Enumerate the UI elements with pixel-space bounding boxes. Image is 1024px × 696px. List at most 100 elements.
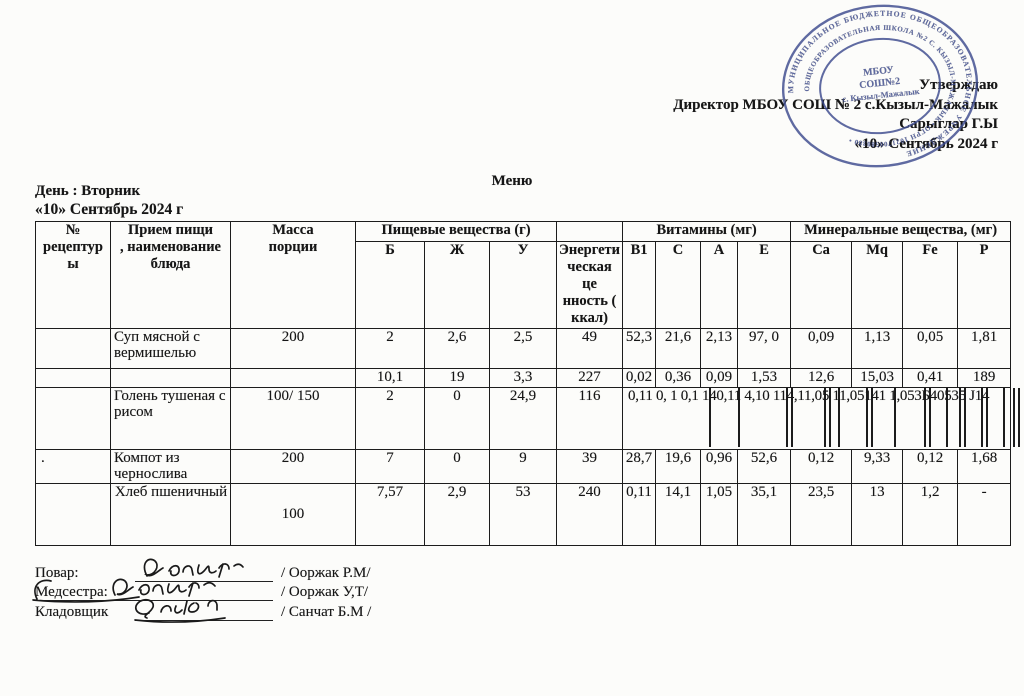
table-cell: 0,41	[902, 367, 959, 388]
scan-artifact-line	[871, 387, 873, 447]
table-cell: 189	[957, 367, 1012, 388]
table-cell	[35, 483, 111, 547]
table-cell: 2,13	[700, 327, 739, 369]
table-cell: 0,09	[700, 367, 739, 388]
table-cell: 14,1	[655, 483, 702, 547]
table-cell: 53	[488, 483, 558, 547]
scan-artifact-line	[738, 387, 740, 447]
table-cell: 240	[556, 483, 624, 547]
col-header-ca: Са	[790, 241, 853, 329]
table-cell: 0	[424, 448, 490, 485]
table-cell: Компот из чернослива	[110, 448, 231, 485]
col-header-mass: Масса порции	[230, 221, 356, 329]
scan-artifact-line	[924, 387, 926, 447]
group-header-nutrients: Пищевые вещества (г)	[354, 221, 558, 242]
table-cell: 0,12	[790, 448, 853, 485]
approval-line: Директор МБОУ СОШ № 2 с.Кызыл-Мажалык	[673, 96, 998, 113]
col-header-p: Р	[957, 241, 1012, 329]
table-cell: 1,53	[737, 367, 792, 388]
menu-title: Меню	[491, 173, 533, 189]
table-row: . Компот из чернослива 200 7 0 9 39 28,7 19,6 0,9…	[35, 448, 1012, 485]
signature-block: Повар: / Ооржак Р.М/ Медсестра: / Ооржак…	[32, 558, 371, 623]
scan-artifact-line	[964, 387, 966, 447]
table-cell: 2,5	[488, 327, 558, 369]
table-cell: 19	[424, 367, 490, 388]
table-cell: 10,1	[355, 367, 425, 388]
signature-name: / Ооржак Р.М/	[281, 564, 371, 581]
signature-line	[135, 558, 273, 582]
table-cell: 1,2	[902, 483, 959, 547]
table-cell: 9,33	[851, 448, 904, 485]
table-row: Голень тушеная с рисом 100/ 150 2 0 24,9 116 0…	[35, 386, 1020, 450]
scan-artifact-line	[981, 387, 983, 447]
scan-artifact-line	[946, 387, 948, 447]
table-cell: 227	[556, 367, 624, 388]
scan-artifact-line	[866, 387, 868, 447]
scan-artifact-line	[838, 387, 840, 447]
scan-artifact-line	[1013, 387, 1015, 447]
scan-artifact-line	[829, 387, 831, 447]
col-header-e: Е	[737, 241, 792, 329]
table-cell: 49	[556, 327, 624, 369]
scan-artifact-line	[786, 387, 788, 447]
table-cell: 12,6	[790, 367, 853, 388]
table-cell: 0	[424, 386, 490, 450]
scan-artifact-line	[1018, 387, 1020, 447]
approval-line: Сарыглар Г.Ы	[899, 116, 998, 132]
table-cell: 52,6	[737, 448, 792, 485]
menu-table: № рецептур ы Прием пищи , наименование б…	[35, 221, 1020, 547]
table-cell: 15,03	[851, 367, 904, 388]
col-header-fat: Ж	[424, 241, 490, 329]
table-header-group-row: № рецептур ы Прием пищи , наименование б…	[35, 221, 1012, 329]
approval-block: Утверждаю Директор МБОУ СОШ № 2 с.Кызыл-…	[673, 76, 998, 154]
approval-line: «10» Сентябрь 2024 г	[854, 135, 998, 152]
table-cell: Суп мясной с вермишелью	[110, 327, 231, 369]
table-cell: 1,68	[957, 448, 1012, 485]
table-cell: 7	[355, 448, 425, 485]
group-header-vitamins: Витамины (мг)	[622, 221, 792, 242]
table-cell: 200	[230, 448, 356, 485]
table-row: 10,1 19 3,3 227 0,02 0,36 0,09 1,53 12,6 15,03 0,4…	[35, 367, 1012, 388]
table-cell: 1,81	[957, 327, 1012, 369]
table-cell: .	[35, 448, 111, 485]
table-cell	[35, 327, 111, 369]
handwritten-signature-icon	[134, 598, 226, 623]
table-cell: 2	[355, 327, 425, 369]
col-header-c: С	[655, 241, 702, 329]
table-cell: 3,3	[488, 367, 558, 388]
signature-name: / Ооржак У,Т/	[281, 584, 369, 600]
signature-line	[32, 578, 273, 603]
table-cell: 100	[230, 483, 356, 547]
table-cell: 200	[230, 327, 356, 369]
table-cell: 100/ 150	[230, 386, 356, 450]
table-cell: 28,7	[622, 448, 657, 485]
table-cell: 0,36	[655, 367, 702, 388]
signature-row-storekeeper: Кладовщик / Санчат Б.М /	[35, 598, 371, 623]
col-header-protein: Б	[355, 241, 425, 329]
col-header-b1: В1	[622, 241, 657, 329]
menu-table-body: Суп мясной с вермишелью 200 2 2,6 2,5 49 52,3 2…	[35, 327, 1020, 547]
garbled-scan-cell: 0,11 0, 1 0,1 140,11 4,10 114,11,05 11,0…	[622, 386, 1020, 450]
col-header-meal: Прием пищи , наименование блюда	[110, 221, 231, 329]
handwritten-signature-icon	[32, 578, 216, 603]
table-cell	[110, 367, 231, 388]
scan-artifact-line	[986, 387, 988, 447]
scan-artifact-line	[929, 387, 931, 447]
table-cell: 0,05	[902, 327, 959, 369]
scan-artifact-line	[894, 387, 896, 447]
signature-role-label: Медсестра:	[35, 584, 108, 600]
garbled-scan-text: 0,11 0, 1 0,1 140,11 4,10 114,11,05 11,0…	[628, 387, 990, 404]
signature-row-cook: Повар: / Ооржак Р.М/	[35, 558, 371, 582]
table-cell: 7,57	[355, 483, 425, 547]
col-header-energy: Энергети ческая це нность ( ккал)	[556, 241, 624, 329]
table-cell: 1,13	[851, 327, 904, 369]
col-header-fe: Fe	[902, 241, 959, 329]
col-header-mq: Mq	[851, 241, 904, 329]
table-cell: Хлеб пшеничный	[110, 483, 231, 547]
table-cell: 52,3	[622, 327, 657, 369]
signature-line	[134, 598, 273, 623]
table-cell	[35, 386, 111, 450]
table-cell	[35, 367, 111, 388]
table-cell: 2	[355, 386, 425, 450]
